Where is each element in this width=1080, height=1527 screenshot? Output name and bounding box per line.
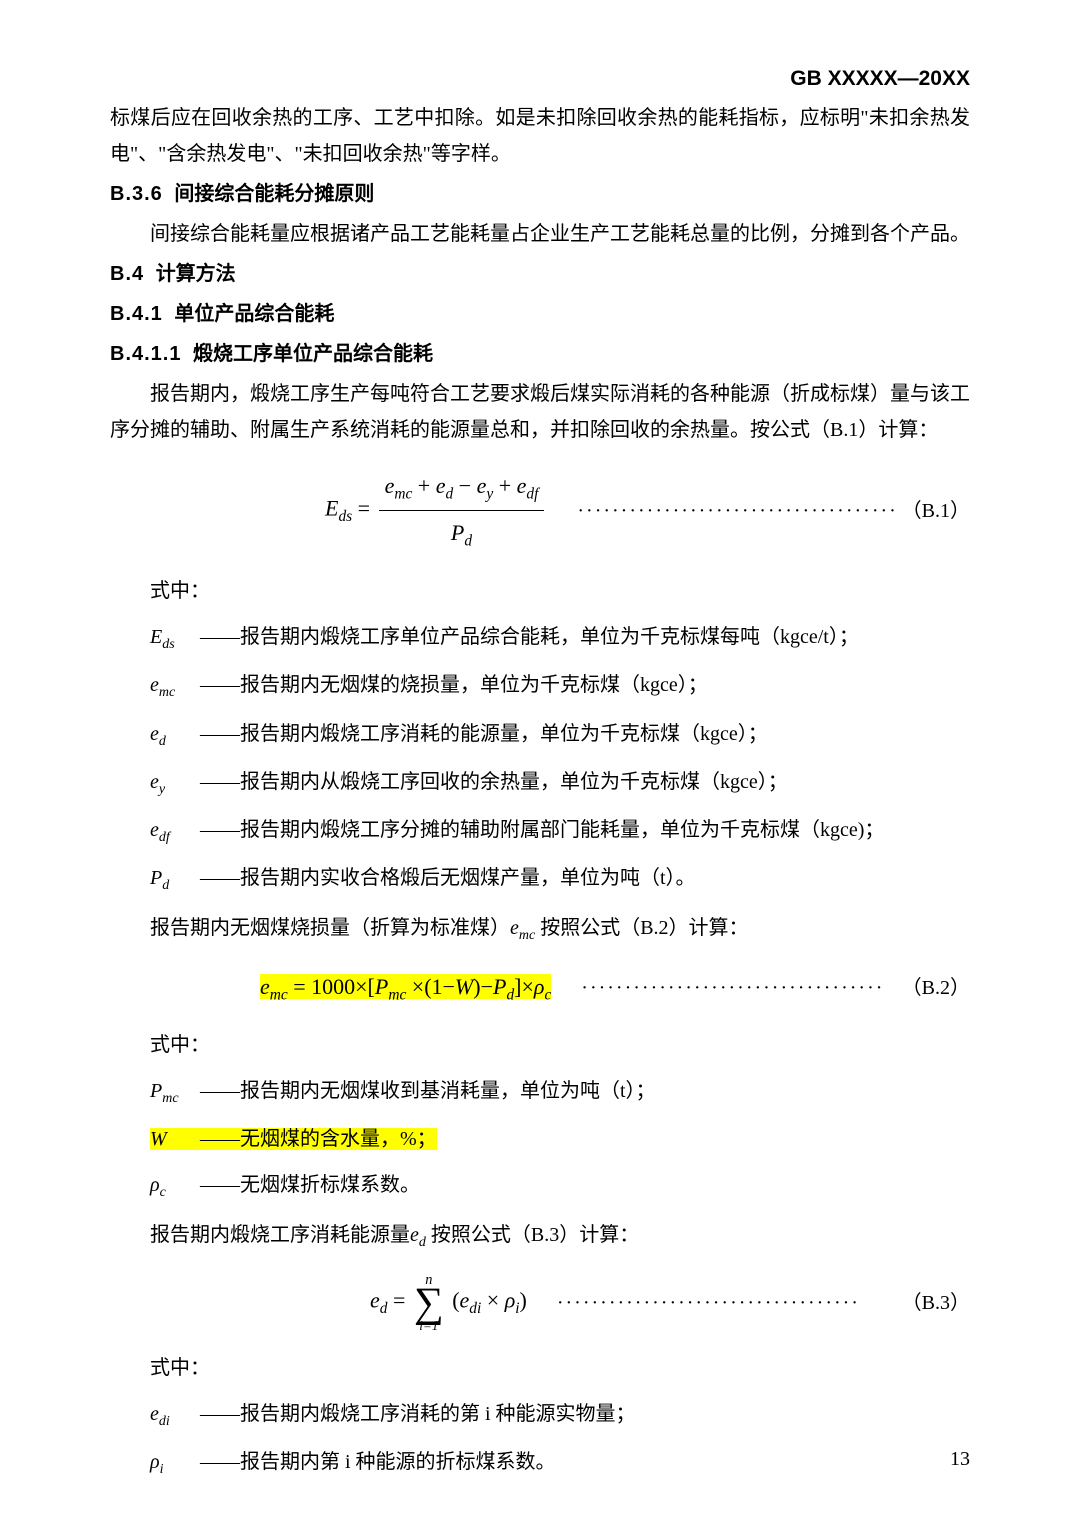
- def-ey: ey——报告期内从煅烧工序回收的余热量，单位为千克标煤（kgce）；: [150, 764, 970, 802]
- ed-intro: 报告期内煅烧工序消耗能源量ed 按照公式（B.3）计算：: [150, 1217, 970, 1255]
- heading-b411-num: B.4.1.1: [110, 343, 181, 365]
- def-rhoi: ρi——报告期内第 i 种能源的折标煤系数。: [150, 1444, 970, 1482]
- formula-b3-body: ed = n ∑ i=1 (edi × ρi): [370, 1273, 527, 1332]
- heading-b36-title: 间接综合能耗分摊原则: [174, 183, 374, 205]
- formula-leader-dots: ·····································: [547, 493, 895, 529]
- heading-b4-num: B.4: [110, 263, 144, 285]
- def-emc: emc——报告期内无烟煤的烧损量，单位为千克标煤（kgce）；: [150, 667, 970, 705]
- def-edf: edf——报告期内煅烧工序分摊的辅助附属部门能耗量，单位为千克标煤（kgce)；: [150, 812, 970, 850]
- heading-b36-num: B.3.6: [110, 183, 163, 205]
- def-pd: Pd——报告期内实收合格煅后无烟煤产量，单位为吨（t）。: [150, 860, 970, 898]
- where-label-3: 式中：: [150, 1350, 970, 1386]
- def-w: W ——无烟煤的含水量，%；: [150, 1121, 970, 1157]
- heading-b411-title: 煅烧工序单位产品综合能耗: [193, 343, 433, 365]
- formula-b1-number: （B.1）: [896, 493, 970, 529]
- formula-leader-dots: ···································: [527, 1285, 896, 1321]
- b36-paragraph: 间接综合能耗量应根据诸产品工艺能耗量占企业生产工艺能耗总量的比例，分摊到各个产品…: [110, 216, 970, 252]
- formula-b3: ed = n ∑ i=1 (edi × ρi) ················…: [110, 1273, 970, 1332]
- emc-intro: 报告期内无烟煤烧损量（折算为标准煤）emc 按照公式（B.2）计算：: [150, 910, 970, 948]
- intro-paragraph: 标煤后应在回收余热的工序、工艺中扣除。如是未扣除回收余热的能耗指标，应标明"未扣…: [110, 100, 970, 172]
- heading-b4-title: 计算方法: [156, 263, 236, 285]
- def-pmc: Pmc——报告期内无烟煤收到基消耗量，单位为吨（t）；: [150, 1073, 970, 1111]
- where-label-1: 式中：: [150, 573, 970, 609]
- heading-b41: B.4.1 单位产品综合能耗: [110, 296, 970, 332]
- formula-b2-number: （B.2）: [896, 970, 970, 1006]
- def-rhoc: ρc——无烟煤折标煤系数。: [150, 1167, 970, 1205]
- formula-b1-body: Eds = emc + ed − ey + edf Pd: [325, 466, 547, 555]
- heading-b41-num: B.4.1: [110, 303, 163, 325]
- formula-b1: Eds = emc + ed − ey + edf Pd ···········…: [110, 466, 970, 555]
- def-eds: Eds——报告期内煅烧工序单位产品综合能耗，单位为千克标煤每吨（kgce/t）；: [150, 619, 970, 657]
- where-label-2: 式中：: [150, 1027, 970, 1063]
- formula-leader-dots: ···································: [551, 970, 895, 1006]
- heading-b411: B.4.1.1 煅烧工序单位产品综合能耗: [110, 336, 970, 372]
- page-number: 13: [950, 1441, 970, 1477]
- def-ed: ed——报告期内煅烧工序消耗的能源量，单位为千克标煤（kgce）；: [150, 716, 970, 754]
- heading-b4: B.4 计算方法: [110, 256, 970, 292]
- heading-b41-title: 单位产品综合能耗: [174, 303, 334, 325]
- formula-b2: emc = 1000×[Pmc ×(1−W)−Pd]×ρc ··········…: [110, 967, 970, 1009]
- formula-b2-body: emc = 1000×[Pmc ×(1−W)−Pd]×ρc: [260, 967, 551, 1009]
- b411-paragraph: 报告期内，煅烧工序生产每吨符合工艺要求煅后煤实际消耗的各种能源（折成标煤）量与该…: [110, 376, 970, 448]
- heading-b36: B.3.6 间接综合能耗分摊原则: [110, 176, 970, 212]
- def-edi: edi——报告期内煅烧工序消耗的第 i 种能源实物量；: [150, 1396, 970, 1434]
- formula-b3-number: （B.3）: [896, 1285, 970, 1321]
- standard-reference: GB XXXXX—20XX: [790, 60, 970, 98]
